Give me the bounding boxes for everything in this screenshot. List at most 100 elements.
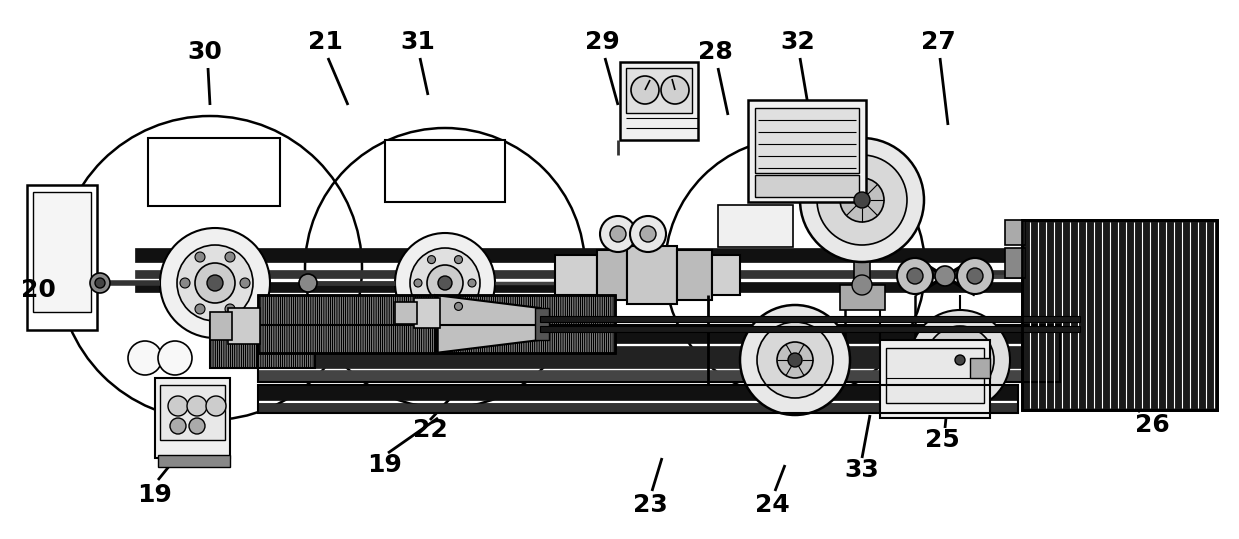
Bar	[258, 295, 436, 353]
Text: 19: 19	[138, 483, 172, 507]
Bar	[135, 248, 1066, 262]
Circle shape	[414, 279, 422, 287]
Bar	[258, 370, 1061, 382]
Circle shape	[427, 255, 435, 264]
Circle shape	[788, 353, 802, 367]
Bar	[748, 100, 866, 202]
Bar	[712, 255, 740, 295]
Text: 22: 22	[413, 418, 447, 442]
Circle shape	[909, 310, 1010, 410]
Bar	[228, 308, 260, 344]
Bar	[414, 298, 440, 328]
Bar	[437, 295, 615, 353]
Circle shape	[926, 326, 994, 394]
Bar	[155, 378, 230, 458]
Circle shape	[800, 138, 924, 262]
Circle shape	[631, 76, 659, 104]
Bar	[209, 312, 232, 340]
Bar	[135, 270, 1066, 278]
Circle shape	[957, 258, 992, 294]
Bar	[717, 205, 793, 247]
Bar	[27, 185, 97, 330]
Circle shape	[195, 252, 204, 262]
Bar	[209, 320, 315, 368]
Bar	[147, 138, 280, 206]
Text: 27: 27	[921, 30, 955, 54]
Text: 24: 24	[755, 493, 789, 517]
Text: 31: 31	[400, 30, 435, 54]
Circle shape	[455, 255, 462, 264]
Bar	[258, 295, 436, 353]
Circle shape	[852, 275, 872, 295]
Bar	[540, 316, 1080, 322]
Circle shape	[468, 279, 476, 287]
Circle shape	[777, 342, 813, 378]
Bar	[1005, 220, 1025, 245]
Circle shape	[641, 226, 655, 242]
Bar	[755, 175, 859, 197]
Text: 29: 29	[585, 30, 620, 54]
Bar	[755, 108, 859, 173]
Circle shape	[95, 278, 105, 288]
Circle shape	[840, 178, 883, 222]
Text: 32: 32	[781, 30, 815, 54]
Bar	[1005, 248, 1025, 278]
Circle shape	[660, 76, 689, 104]
Circle shape	[629, 216, 667, 252]
Circle shape	[395, 233, 496, 333]
Circle shape	[439, 276, 452, 290]
Bar	[840, 285, 885, 310]
Circle shape	[190, 418, 204, 434]
Bar	[620, 62, 698, 140]
Circle shape	[854, 192, 870, 208]
Circle shape	[600, 216, 636, 252]
Bar	[385, 140, 506, 202]
Bar	[160, 385, 225, 440]
Circle shape	[170, 418, 186, 434]
Circle shape	[610, 226, 626, 242]
Circle shape	[966, 268, 983, 284]
Text: 30: 30	[187, 40, 223, 64]
Polygon shape	[435, 295, 540, 353]
Circle shape	[177, 245, 253, 321]
Circle shape	[160, 228, 270, 338]
Circle shape	[945, 345, 975, 375]
Bar	[854, 200, 870, 295]
Bar	[597, 250, 627, 300]
Bar	[258, 325, 1061, 343]
Circle shape	[897, 258, 933, 294]
Circle shape	[455, 302, 462, 310]
Circle shape	[410, 248, 479, 318]
Bar	[258, 385, 1018, 400]
Text: 26: 26	[1135, 413, 1170, 437]
Circle shape	[240, 278, 250, 288]
Bar	[1022, 220, 1217, 410]
Circle shape	[955, 355, 965, 365]
Bar	[258, 385, 1018, 413]
Text: 20: 20	[21, 278, 56, 302]
Bar	[886, 348, 984, 403]
Text: 21: 21	[307, 30, 342, 54]
Bar	[437, 295, 615, 353]
Circle shape	[206, 396, 225, 416]
Circle shape	[180, 278, 190, 288]
Bar	[540, 326, 1080, 332]
Circle shape	[128, 341, 162, 375]
Bar	[676, 250, 712, 300]
Text: 23: 23	[633, 493, 668, 517]
Bar	[258, 346, 1061, 368]
Circle shape	[740, 305, 850, 415]
Bar	[258, 403, 1018, 413]
Circle shape	[90, 273, 110, 293]
Circle shape	[817, 155, 907, 245]
Circle shape	[169, 396, 188, 416]
Bar	[135, 282, 1066, 292]
Circle shape	[427, 265, 463, 301]
Circle shape	[159, 341, 192, 375]
Circle shape	[427, 302, 435, 310]
Bar	[159, 455, 230, 467]
Text: 33: 33	[845, 458, 880, 482]
Bar	[395, 302, 418, 324]
Bar	[258, 325, 1061, 382]
Circle shape	[225, 304, 235, 314]
